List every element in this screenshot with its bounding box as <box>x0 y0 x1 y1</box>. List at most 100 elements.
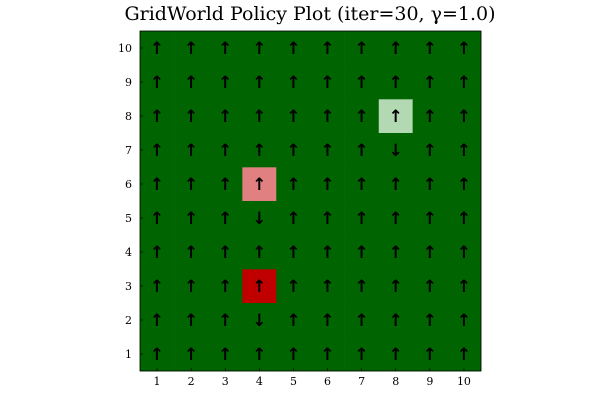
grid-cell <box>140 99 175 134</box>
grid-cell <box>174 99 209 134</box>
policy-arrow: ↑ <box>218 345 232 365</box>
grid-cell <box>378 303 414 338</box>
policy-arrow: ↑ <box>423 277 437 297</box>
grid-cell <box>174 303 209 338</box>
grid-cell <box>412 269 448 304</box>
policy-arrow: ↑ <box>389 243 403 263</box>
policy-arrow: ↑ <box>150 311 164 331</box>
grid-cell <box>208 133 243 168</box>
grid-cell <box>140 235 175 270</box>
policy-arrow: ↑ <box>389 107 403 127</box>
grid-cell <box>174 235 209 270</box>
x-tick-label: 3 <box>222 375 229 388</box>
policy-arrow: ↑ <box>423 243 437 263</box>
grid-cell <box>242 201 277 236</box>
grid-cell <box>174 133 209 168</box>
policy-arrow: ↑ <box>355 107 369 127</box>
grid-cell <box>276 201 311 236</box>
grid-cell <box>174 31 209 66</box>
x-tick-label: 6 <box>324 375 331 388</box>
policy-arrow: ↑ <box>184 345 198 365</box>
grid-cell <box>446 235 482 270</box>
grid-cell <box>276 235 311 270</box>
grid-cell <box>242 31 277 66</box>
grid-cell <box>412 31 448 66</box>
policy-arrow: ↑ <box>320 73 334 93</box>
grid-cell <box>344 269 379 304</box>
grid-cell <box>276 31 311 66</box>
policy-arrow: ↑ <box>423 107 437 127</box>
grid-cell <box>446 201 482 236</box>
policy-arrow: ↑ <box>355 73 369 93</box>
x-tick-label: 7 <box>358 375 365 388</box>
grid-cell <box>174 65 209 100</box>
grid-cell <box>378 133 414 168</box>
grid-cell <box>344 235 379 270</box>
x-tick-label: 9 <box>426 375 433 388</box>
policy-arrow: ↑ <box>252 175 266 195</box>
policy-arrow: ↑ <box>252 277 266 297</box>
grid-cell <box>242 235 277 270</box>
policy-arrow: ↑ <box>150 345 164 365</box>
grid-cell <box>446 133 482 168</box>
policy-arrow: ↑ <box>150 243 164 263</box>
grid-cell <box>378 167 414 202</box>
policy-arrow: ↑ <box>457 277 471 297</box>
grid-cell <box>310 303 345 338</box>
grid-cell <box>446 65 482 100</box>
policy-arrow: ↑ <box>252 243 266 263</box>
grid-cells <box>140 31 482 372</box>
y-tick-label: 1 <box>125 348 132 361</box>
policy-arrow: ↑ <box>184 107 198 127</box>
grid-cell <box>276 133 311 168</box>
y-tick-label: 2 <box>125 314 132 327</box>
grid-cell <box>140 65 175 100</box>
policy-arrow: ↑ <box>389 345 403 365</box>
grid-cell <box>208 303 243 338</box>
x-tick-label: 2 <box>188 375 195 388</box>
policy-arrow: ↑ <box>252 73 266 93</box>
policy-arrow: ↑ <box>286 277 300 297</box>
policy-arrow: ↑ <box>218 73 232 93</box>
grid-cell <box>174 337 209 372</box>
policy-arrow: ↑ <box>389 73 403 93</box>
grid-cell <box>140 201 175 236</box>
y-tick-label: 4 <box>125 246 132 259</box>
grid-cell <box>208 269 243 304</box>
grid-cell <box>378 337 414 372</box>
grid-cell <box>140 133 175 168</box>
y-tick-label: 5 <box>125 212 132 225</box>
y-axis: 1 2 3 4 5 6 7 8 9 10 <box>118 42 143 361</box>
policy-arrow: ↑ <box>320 39 334 59</box>
grid-cell <box>208 65 243 100</box>
policy-arrow: ↑ <box>150 277 164 297</box>
grid-cell <box>242 303 277 338</box>
grid-cell <box>242 133 277 168</box>
policy-arrow: ↑ <box>355 175 369 195</box>
grid-cell <box>446 303 482 338</box>
grid-cell <box>276 167 311 202</box>
policy-arrow: ↑ <box>355 243 369 263</box>
grid-cell <box>242 99 277 134</box>
grid-cell <box>208 337 243 372</box>
policy-arrow: ↑ <box>184 311 198 331</box>
policy-arrow: ↑ <box>252 107 266 127</box>
policy-arrow: ↑ <box>218 175 232 195</box>
grid-cell <box>310 337 345 372</box>
policy-arrow: ↑ <box>355 141 369 161</box>
policy-arrow: ↑ <box>150 175 164 195</box>
policy-arrow: ↑ <box>457 39 471 59</box>
policy-arrow: ↑ <box>286 73 300 93</box>
policy-arrow: ↑ <box>184 209 198 229</box>
grid-cell <box>208 31 243 66</box>
policy-arrows: ↑ ↑ ↑ ↑ ↑ ↑ ↑ ↑ ↑ ↑ ↑ ↑ ↑ ↓ ↑ ↑ ↑ ↑ ↑ ↑ ↑ ↑ ↑ ↑ ↑ ↑ ↑ ↑ ↑ ↑ ↑ ↑ ↑ ↑ ↑ ↑ ↑ ↑ ↑ ↑… <box>150 39 471 365</box>
grid-cell <box>174 201 209 236</box>
policy-arrow: ↑ <box>389 277 403 297</box>
policy-arrow: ↑ <box>286 39 300 59</box>
policy-arrow: ↑ <box>355 311 369 331</box>
grid-cell <box>140 31 175 66</box>
grid-cell <box>378 269 414 304</box>
policy-arrow: ↑ <box>150 39 164 59</box>
policy-arrow: ↑ <box>389 311 403 331</box>
